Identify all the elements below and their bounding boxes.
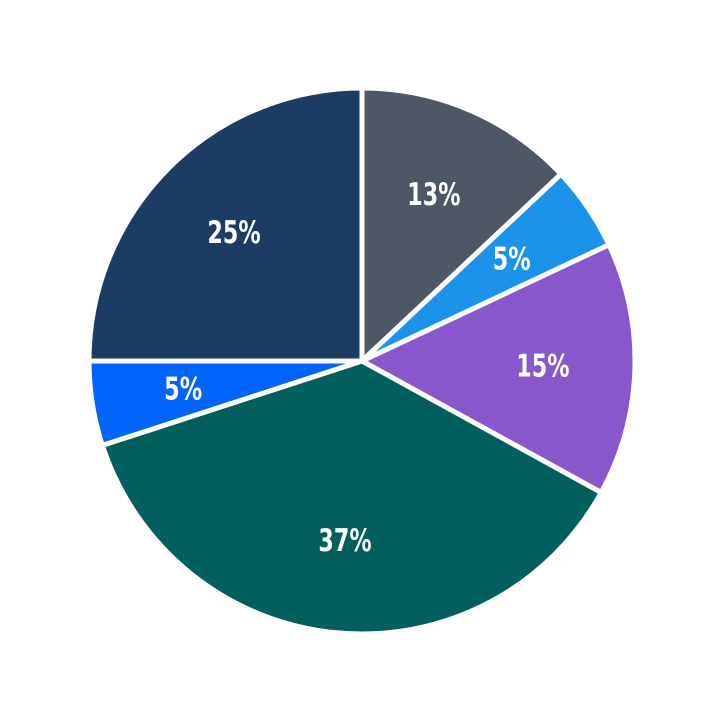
pie-slice-2 <box>359 242 638 496</box>
pie-labels: 13% 5% 15% 37% 5% 25% <box>164 177 569 559</box>
pie-slice-label-5: 25% <box>207 215 260 251</box>
pie-slice-3 <box>99 358 604 637</box>
pie-slice-label-0: 13% <box>407 177 460 213</box>
pie-slice-0 <box>359 85 564 364</box>
pie-slice-label-4: 5% <box>164 371 202 407</box>
pie-slice-label-3: 37% <box>318 523 371 559</box>
pie-slice-label-1: 5% <box>493 241 531 277</box>
pie-slice-5 <box>86 85 365 364</box>
pie-slices <box>86 85 638 637</box>
pie-slice-label-2: 15% <box>516 349 569 385</box>
